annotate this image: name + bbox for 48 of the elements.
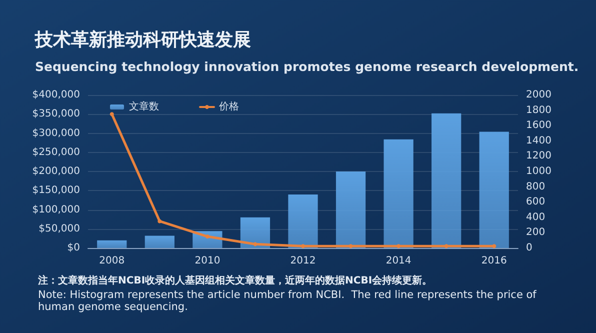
point (396, 244, 401, 248)
y-tick-label: $150,000 (32, 185, 80, 196)
point (205, 234, 210, 239)
y2-tick-label: 2000 (526, 90, 552, 100)
legend-label: 价格 (218, 100, 239, 112)
y-tick-label: $350,000 (32, 108, 80, 120)
bar (144, 236, 174, 248)
y2-tick-label: 1200 (526, 150, 552, 162)
point (444, 244, 448, 248)
chart-subtitle: Sequencing technology innovation promotes genome research development. (35, 59, 579, 74)
bar (288, 194, 318, 248)
x-tick-label: 2010 (194, 256, 220, 266)
y2-tick-label: 1400 (526, 135, 552, 146)
y-tick-label: $100,000 (32, 204, 80, 216)
point (158, 219, 162, 224)
x-tick-label: 2012 (290, 256, 316, 266)
x-tick-label: 2014 (386, 256, 412, 266)
y-tick-label: $200,000 (32, 166, 80, 177)
y2-tick-label: 200 (526, 227, 546, 238)
chart-title: 技术革新推动科研快速发展 (34, 30, 251, 50)
bar (240, 217, 270, 248)
y2-tick-label: 600 (526, 196, 546, 208)
text: Note: Histogram represents the article number from NCBI. The red line represents the price of human genome sequencing. (38, 289, 540, 313)
y-tick-label: $250,000 (32, 146, 80, 158)
y2-tick-label: 400 (526, 212, 546, 223)
bar (432, 113, 462, 248)
y2-tick-label: 1600 (526, 120, 552, 132)
y2-tick-label: 800 (526, 181, 546, 192)
point (492, 244, 496, 248)
y2-tick-label: 0 (526, 242, 532, 254)
bar (336, 172, 366, 248)
y-tick-label: $50,000 (38, 223, 80, 234)
bar (384, 139, 414, 248)
bar (97, 240, 127, 248)
y2-tick-label: 1000 (526, 166, 552, 177)
y-tick-label: $400,000 (32, 90, 80, 100)
x-tick-label: 2016 (481, 256, 507, 266)
text: 注：文章数指当年NCBI收录的人基因组相关文章数量，近两年的数据NCBI会持续更新。 (37, 274, 432, 286)
bar (479, 132, 509, 248)
point (253, 242, 258, 246)
y-tick-label: $300,000 (32, 128, 80, 139)
point (301, 244, 305, 248)
y-tick-label: $0 (67, 242, 80, 254)
legend-label: 文章数 (129, 100, 159, 112)
x-tick-label: 2008 (99, 256, 125, 266)
y2-tick-label: 1800 (526, 104, 552, 116)
point (110, 112, 114, 116)
point (348, 244, 353, 248)
